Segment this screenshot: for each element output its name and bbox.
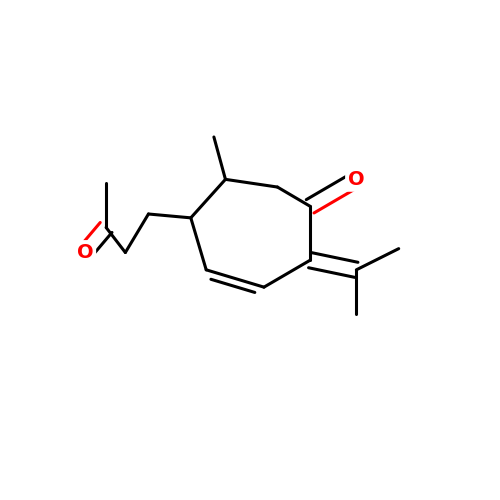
Text: O: O (76, 243, 93, 262)
Text: O: O (348, 170, 364, 189)
